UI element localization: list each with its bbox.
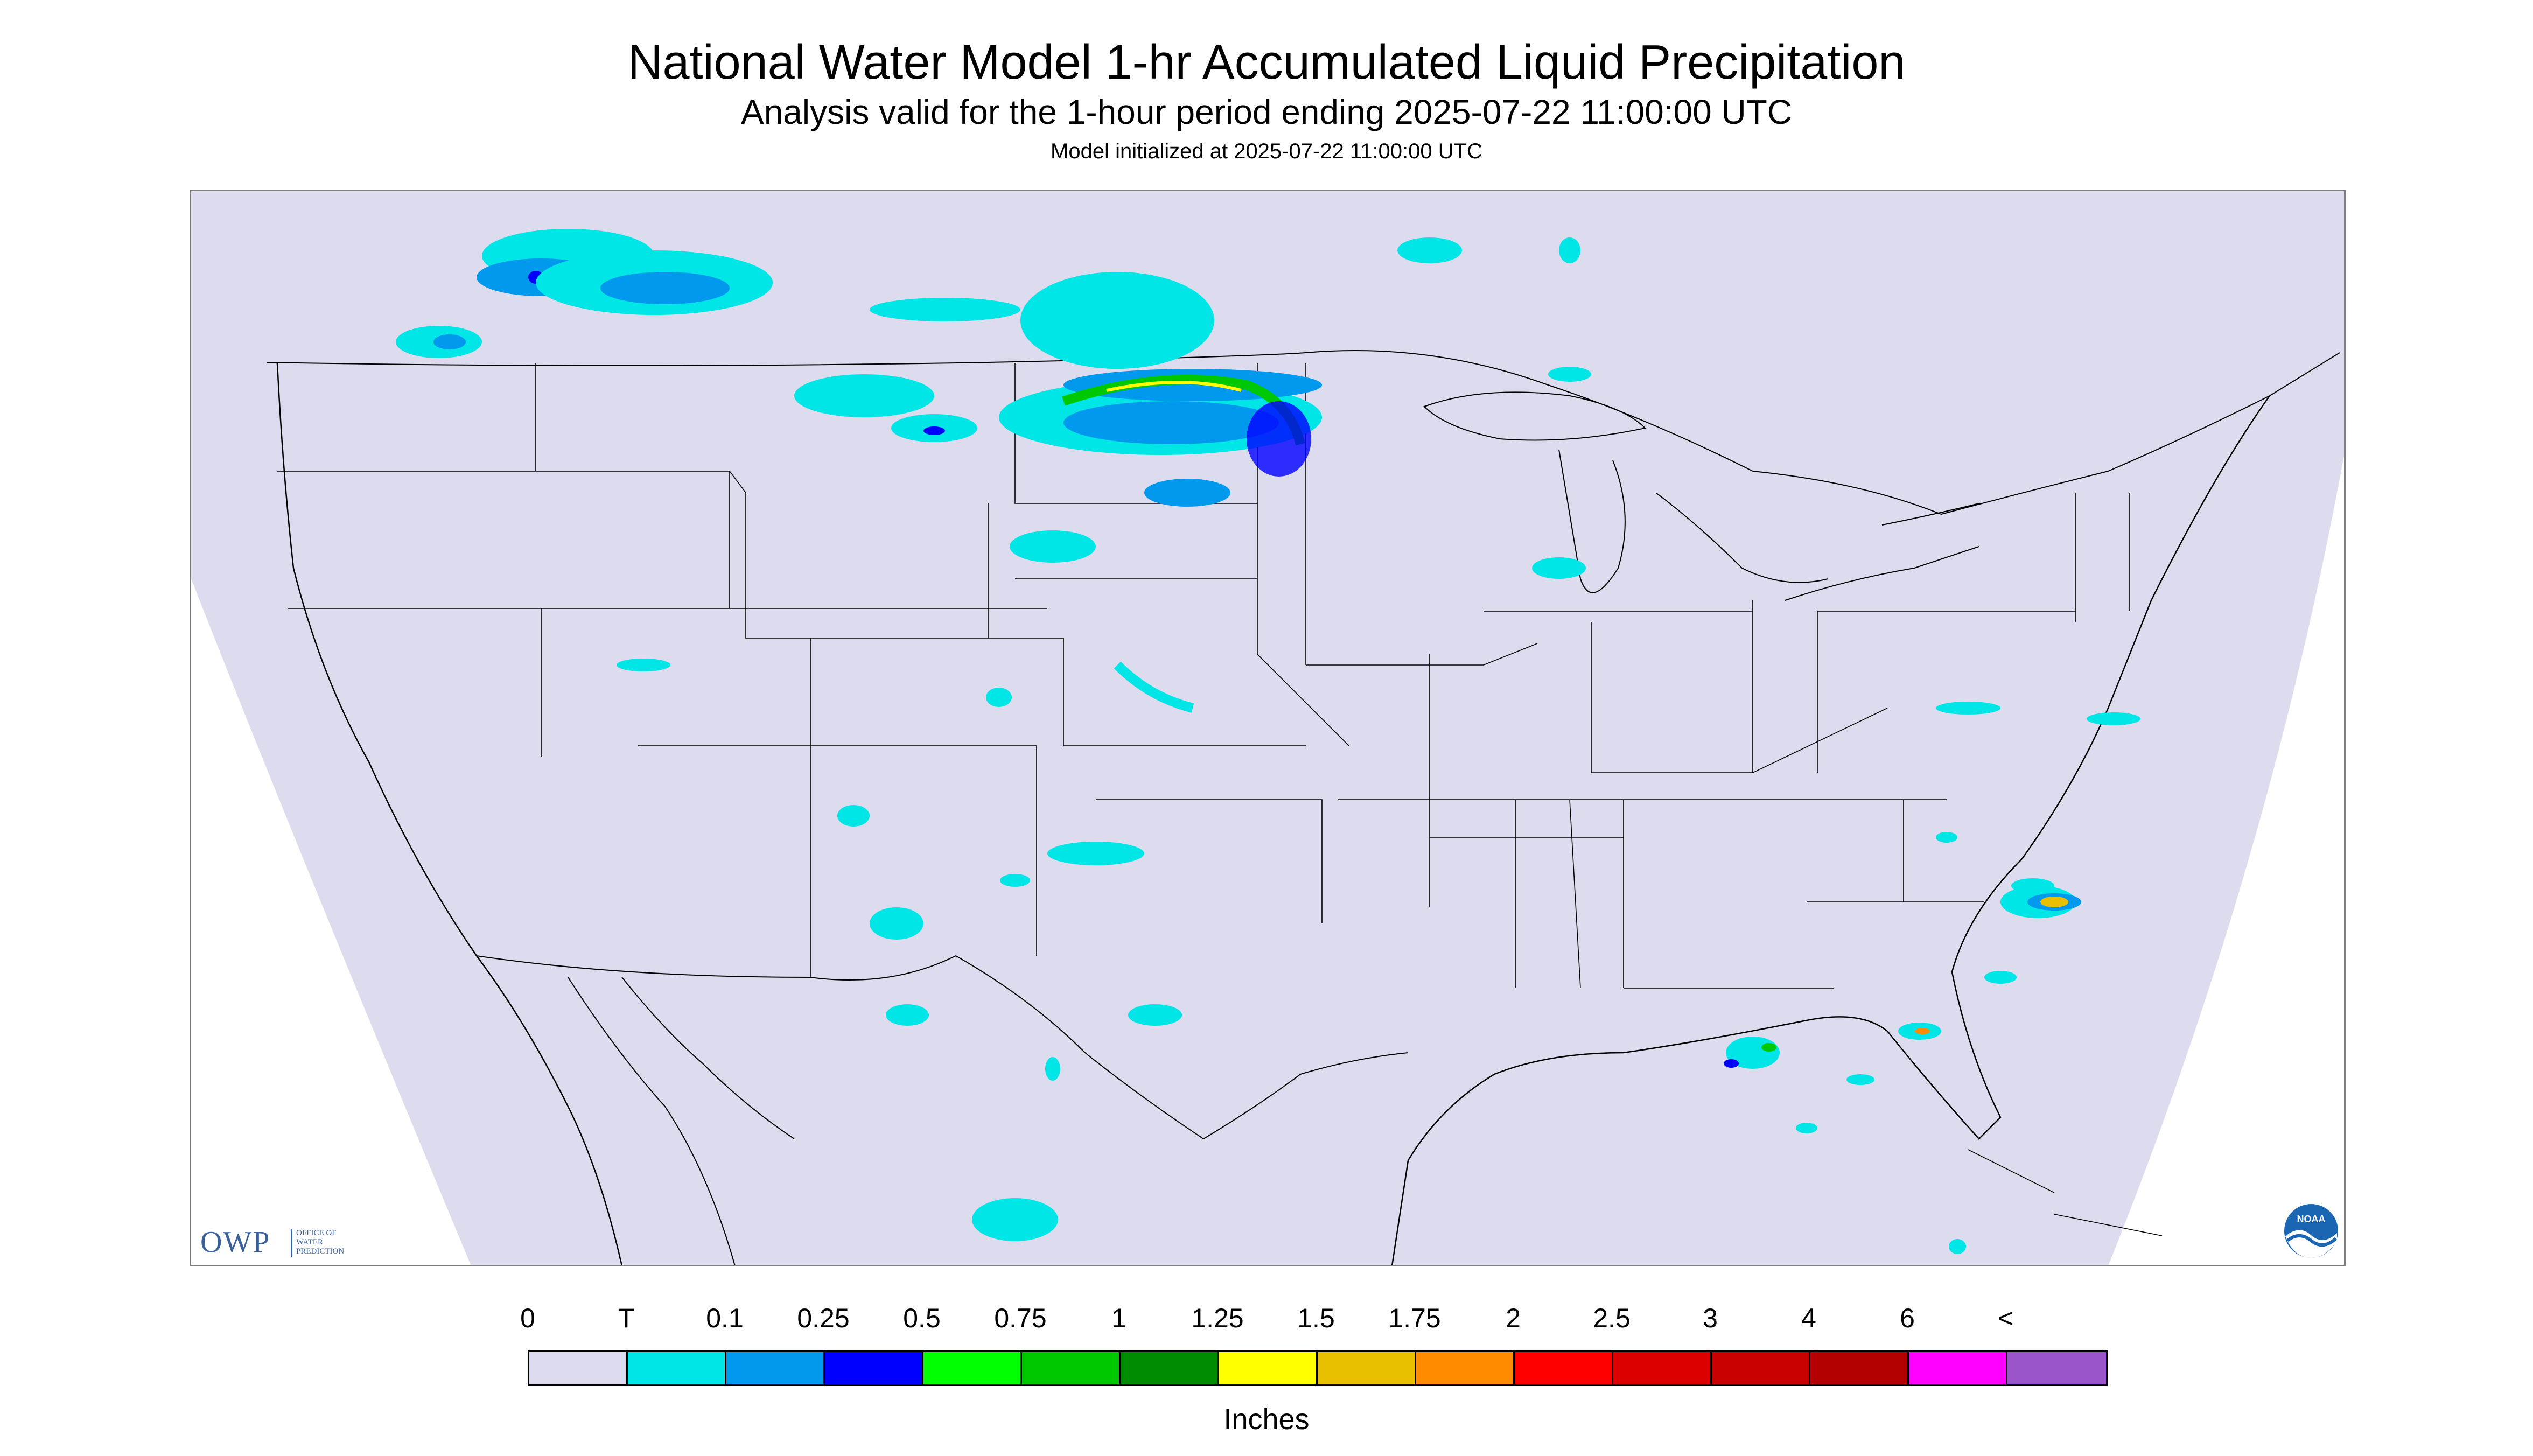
legend-label: 0.75 [994,1303,1047,1333]
map-canvas [191,191,2344,1265]
legend-label: 2 [1506,1303,1521,1333]
legend-label: T [618,1303,635,1333]
us-mexico-border [476,955,1409,1140]
legend-units: Inches [1223,1403,1310,1436]
precipitation-cells [396,229,2140,1254]
east-coast [1391,395,2271,1265]
legend-swatch [1416,1352,1515,1384]
legend-swatch [529,1352,628,1384]
legend-swatch [1022,1352,1121,1384]
legend-label: 6 [1900,1303,1915,1333]
state-lines [277,363,2130,989]
legend-swatch [1318,1352,1416,1384]
legend-swatch [1121,1352,1219,1384]
legend-label: 1 [1111,1303,1126,1333]
legend-swatch [1909,1352,2007,1384]
legend-swatch [2007,1352,2106,1384]
owp-logo-line-2: WATER [296,1238,323,1247]
legend-label: < [1998,1303,2014,1333]
legend-swatch [1613,1352,1712,1384]
owp-logo-line-1: OFFICE OF [296,1229,337,1237]
northeast-border [1305,350,2340,515]
precipitation-map [190,190,2346,1266]
legend-label: 4 [1801,1303,1816,1333]
islands [1968,1149,2163,1236]
legend-swatch [1219,1352,1318,1384]
model-init-line: Model initialized at 2025-07-22 11:00:00… [1051,139,1482,163]
map-subtitle: Analysis valid for the 1-hour period end… [741,93,1792,131]
legend-label: 0.1 [706,1303,744,1333]
legend-label: 1.75 [1388,1303,1441,1333]
legend-label: 0 [520,1303,535,1333]
legend-label: 2.5 [1593,1303,1631,1333]
legend-swatch [825,1352,923,1384]
legend-swatch [1712,1352,1810,1384]
map-title: National Water Model 1-hr Accumulated Li… [627,36,1906,89]
legend-swatch [923,1352,1022,1384]
model-domain [191,191,2344,1265]
great-lakes [1423,391,1979,601]
legend-color-bar [528,1350,2108,1386]
legend-label: 0.25 [797,1303,850,1333]
baja-coast [568,977,795,1265]
owp-logo-divider [291,1229,292,1257]
owp-logo-subtext: OFFICE OF WATER PREDICTION [296,1229,372,1256]
legend-swatch [628,1352,726,1384]
owp-logo-text: OWP [200,1226,271,1259]
owp-logo-line-3: PREDICTION [296,1247,345,1256]
legend-label: 0.5 [903,1303,941,1333]
legend-swatch [726,1352,825,1384]
legend-label: 1.5 [1297,1303,1335,1333]
legend-swatch [1515,1352,1613,1384]
legend-swatch [1810,1352,1909,1384]
owp-logo: OWP OFFICE OF WATER PREDICTION [200,1226,373,1259]
legend-labels: 0 T 0.1 0.25 0.5 0.75 1 1.25 1.5 1.75 2 2.5 3 4 6 < [0,1302,2533,1340]
legend-label: 1.25 [1191,1303,1244,1333]
legend-label: 3 [1703,1303,1718,1333]
canada-us-border [266,352,1306,366]
west-coast [276,363,622,1265]
noaa-logo-text: NOAA [2297,1214,2326,1224]
noaa-logo-icon: NOAA [2284,1204,2338,1258]
